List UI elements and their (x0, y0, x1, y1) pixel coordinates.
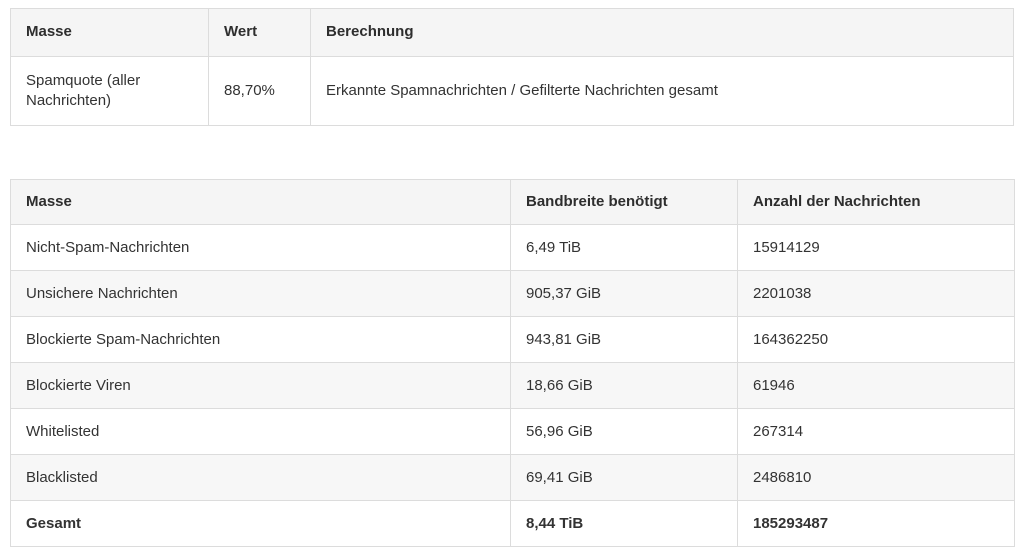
table-row-total: Gesamt 8,44 TiB 185293487 (10, 500, 1015, 548)
table-row: Nicht-Spam-Nachrichten 6,49 TiB 15914129 (10, 224, 1015, 272)
stats-column-header-anzahl: Anzahl der Nachrichten (737, 178, 1015, 226)
summary-column-header-wert: Wert (208, 8, 311, 57)
table-row: Whitelisted 56,96 GiB 267314 (10, 408, 1015, 456)
stats-cell-bandbreite: 6,49 TiB (510, 224, 738, 272)
stats-cell-bandbreite: 56,96 GiB (510, 408, 738, 456)
stats-header-row: Masse Bandbreite benötigt Anzahl der Nac… (10, 178, 1015, 226)
stats-cell-anzahl: 185293487 (737, 500, 1015, 548)
summary-column-header-berechnung: Berechnung (310, 8, 1014, 57)
stats-cell-masse: Blockierte Spam-Nachrichten (10, 316, 511, 364)
stats-cell-masse: Gesamt (10, 500, 511, 548)
summary-cell-berechnung: Erkannte Spamnachrichten / Gefilterte Na… (310, 56, 1014, 126)
stats-cell-bandbreite: 69,41 GiB (510, 454, 738, 502)
stats-cell-anzahl: 267314 (737, 408, 1015, 456)
spam-ratio-table: Masse Wert Berechnung Spamquote (aller N… (10, 8, 1014, 126)
stats-cell-bandbreite: 943,81 GiB (510, 316, 738, 364)
table-row: Blockierte Viren 18,66 GiB 61946 (10, 362, 1015, 410)
stats-cell-anzahl: 15914129 (737, 224, 1015, 272)
message-stats-table: Masse Bandbreite benötigt Anzahl der Nac… (10, 178, 1015, 548)
table-row: Unsichere Nachrichten 905,37 GiB 2201038 (10, 270, 1015, 318)
table-row: Blacklisted 69,41 GiB 2486810 (10, 454, 1015, 502)
stats-cell-masse: Nicht-Spam-Nachrichten (10, 224, 511, 272)
stats-cell-bandbreite: 905,37 GiB (510, 270, 738, 318)
stats-cell-anzahl: 164362250 (737, 316, 1015, 364)
summary-cell-wert: 88,70% (208, 56, 311, 126)
stats-cell-anzahl: 2486810 (737, 454, 1015, 502)
stats-cell-bandbreite: 8,44 TiB (510, 500, 738, 548)
stats-column-header-bandbreite: Bandbreite benötigt (510, 178, 738, 226)
table-row: Blockierte Spam-Nachrichten 943,81 GiB 1… (10, 316, 1015, 364)
stats-cell-masse: Whitelisted (10, 408, 511, 456)
stats-cell-anzahl: 2201038 (737, 270, 1015, 318)
stats-cell-bandbreite: 18,66 GiB (510, 362, 738, 410)
stats-column-header-masse: Masse (10, 178, 511, 226)
table-row: Spamquote (aller Nachrichten) 88,70% Erk… (10, 56, 1014, 126)
stats-cell-anzahl: 61946 (737, 362, 1015, 410)
summary-header-row: Masse Wert Berechnung (10, 8, 1014, 57)
summary-cell-masse: Spamquote (aller Nachrichten) (10, 56, 209, 126)
summary-column-header-masse: Masse (10, 8, 209, 57)
stats-cell-masse: Unsichere Nachrichten (10, 270, 511, 318)
stats-cell-masse: Blacklisted (10, 454, 511, 502)
stats-cell-masse: Blockierte Viren (10, 362, 511, 410)
